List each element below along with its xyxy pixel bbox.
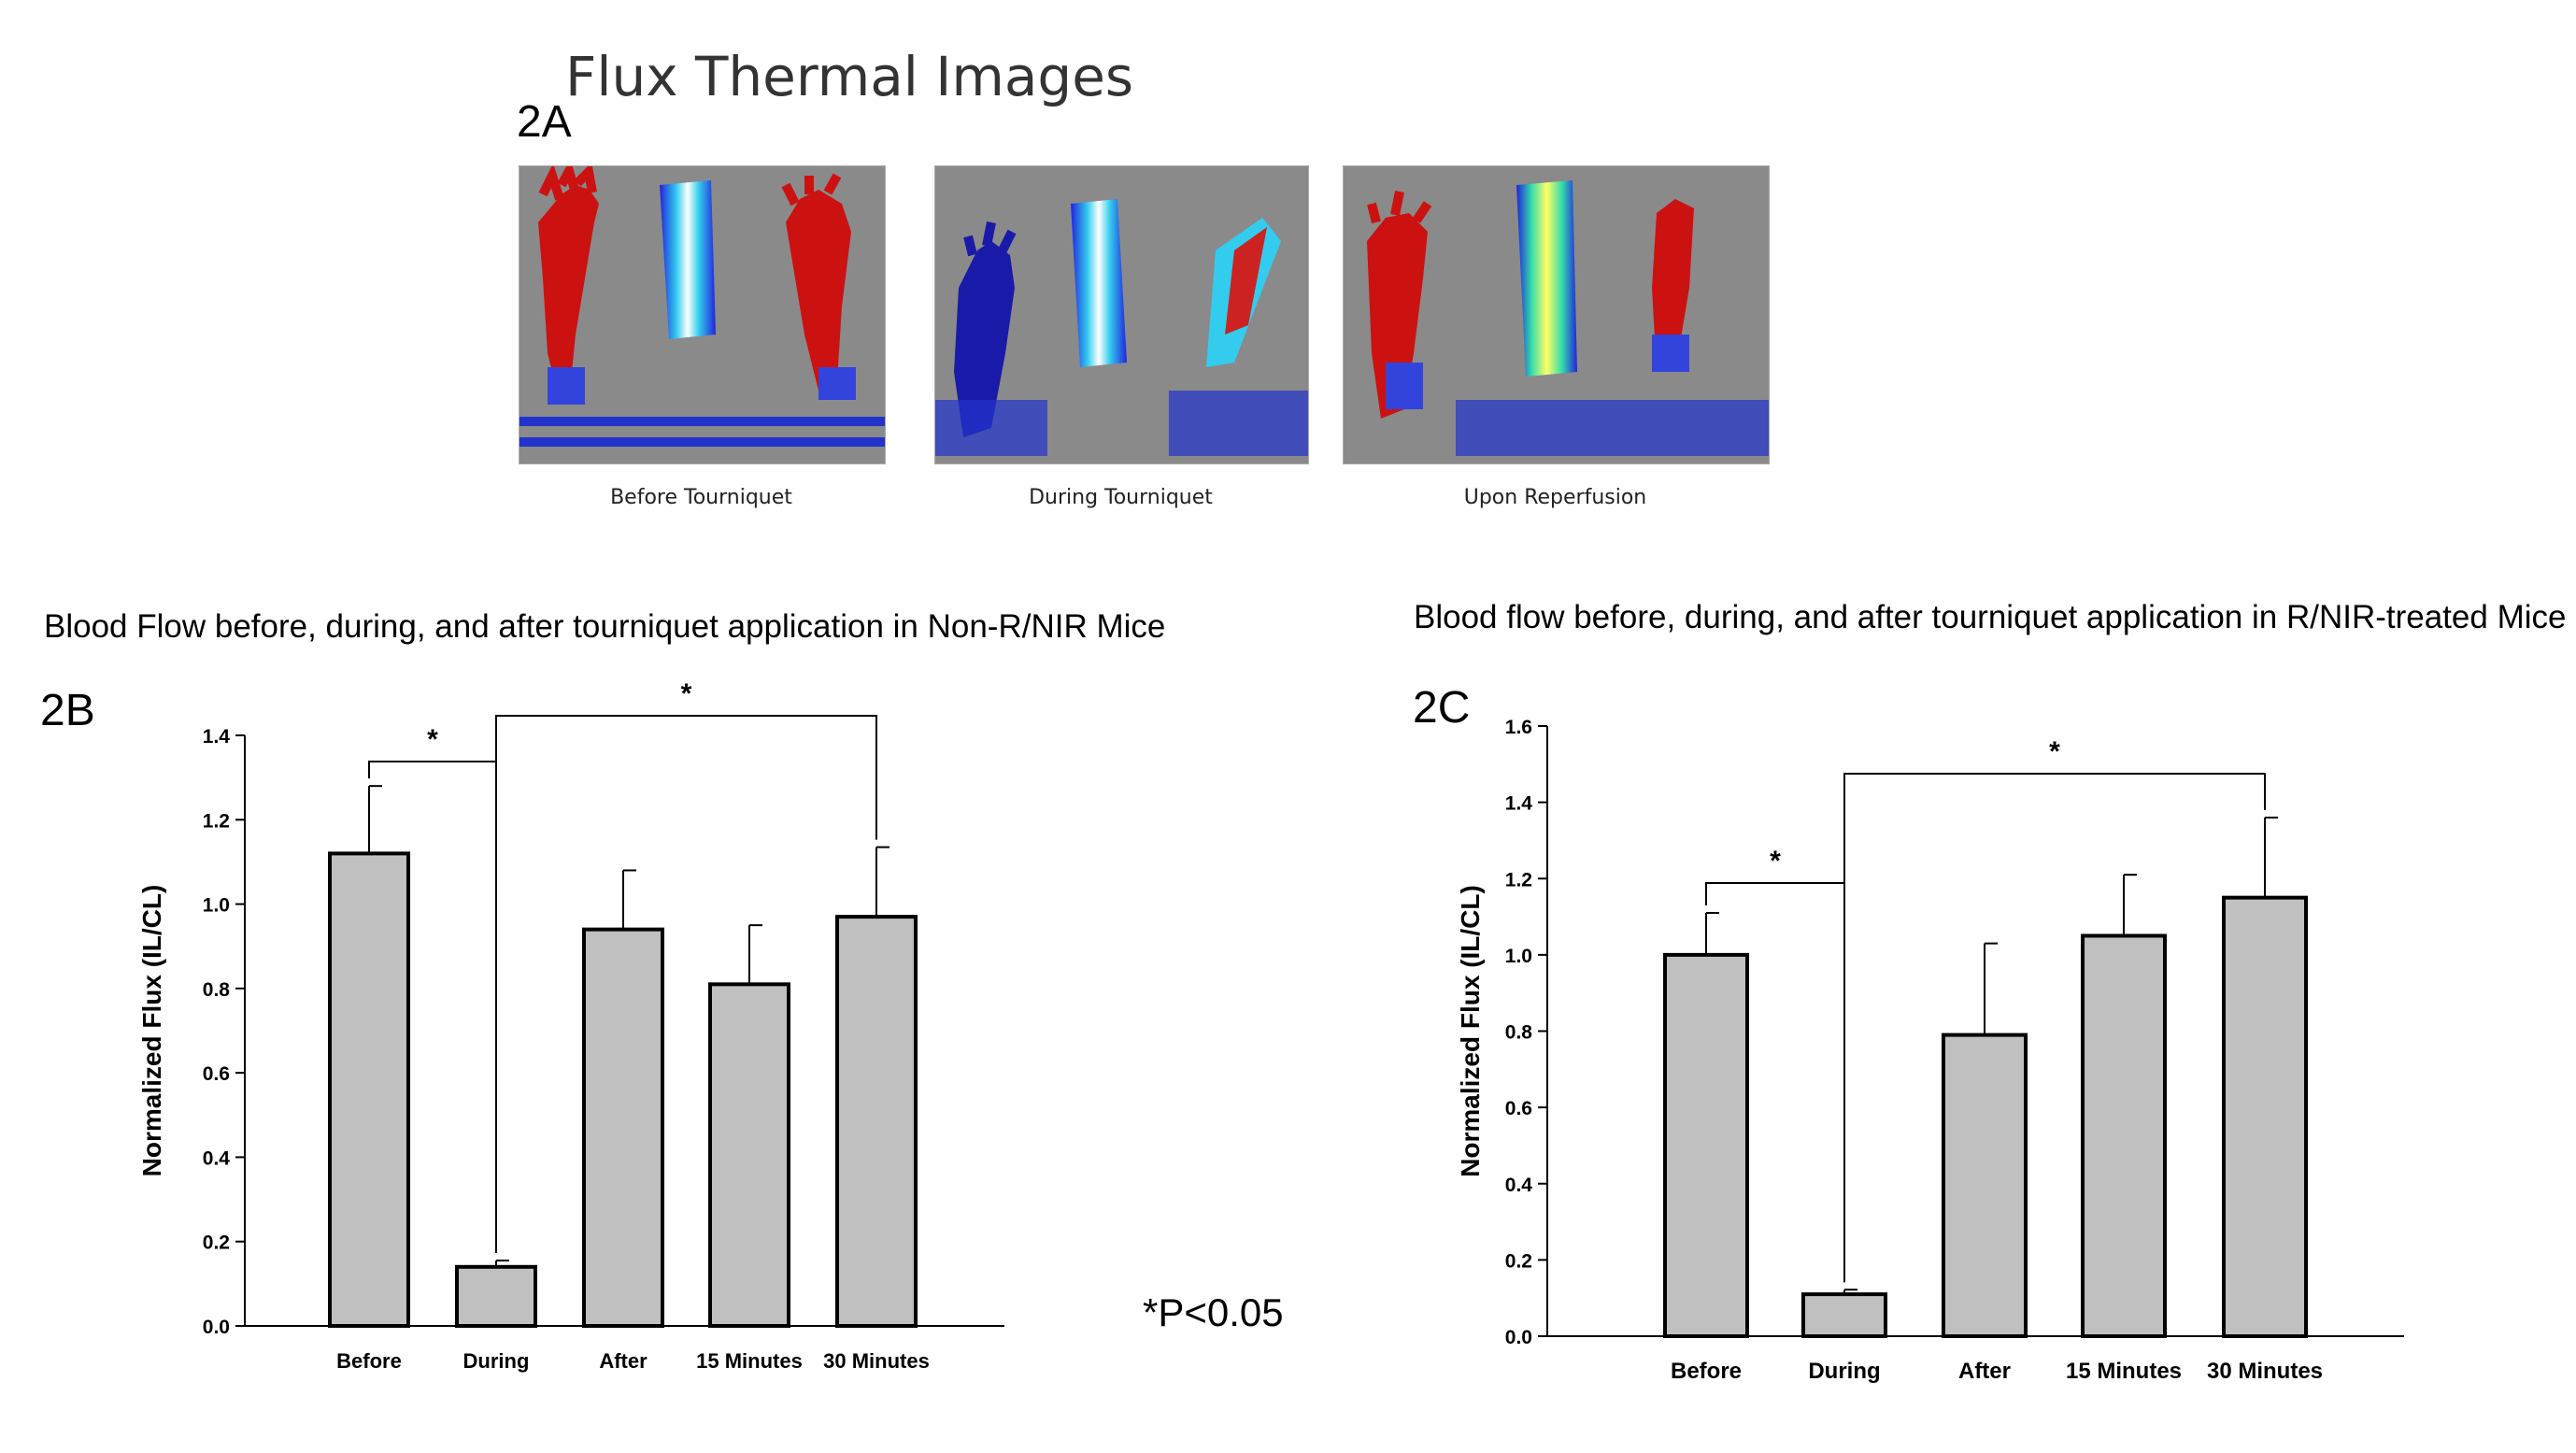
chart1-y-tick-label: 1.2	[1505, 869, 1532, 890]
chart1-bar	[1801, 1292, 1887, 1338]
chart0-y-tick-label: 0.4	[203, 1147, 231, 1169]
chart0-y-tick-label: 0.6	[203, 1063, 230, 1085]
chart0-bar	[455, 1264, 537, 1329]
chart1-y-axis-label: Normalized Flux (IL/CL)	[1456, 885, 1485, 1177]
chart0-bar	[835, 915, 918, 1328]
thermal-image-reperfusion	[1343, 165, 1770, 464]
chart1-y-tick-label: 0.4	[1505, 1175, 1533, 1196]
thermal-image-before	[519, 165, 886, 464]
significance-note: *P<0.05	[1143, 1290, 1284, 1334]
thermal-during-graphic	[935, 199, 1308, 456]
chart0-category-label: After	[599, 1349, 648, 1373]
chart0-category-label: Before	[336, 1349, 402, 1373]
chart1-significance-star: *	[1770, 846, 1781, 876]
chart1-y-tick-label: 1.0	[1505, 946, 1532, 967]
chart0-y-axis-label: Normalized Flux (IL/CL)	[137, 885, 166, 1177]
chart1-bar	[1663, 952, 1749, 1338]
chart1-significance-star: *	[2049, 736, 2060, 767]
chart-2b-title: Blood Flow before, during, and after tou…	[44, 608, 1166, 645]
chart0-bar	[708, 982, 790, 1329]
thermal-reperfusion-graphic	[1367, 180, 1769, 456]
caption-upon-reperfusion: Upon Reperfusion	[1463, 486, 1647, 509]
caption-during-tourniquet: During Tourniquet	[1029, 486, 1213, 509]
chart0-y-tick-label: 0.0	[203, 1317, 230, 1338]
panel-label-2b: 2B	[40, 686, 95, 735]
chart0-y-tick-label: 0.8	[203, 979, 231, 1001]
panel-label-2c: 2C	[1413, 683, 1471, 733]
chart0-significance-star: *	[681, 678, 692, 709]
chart1-category-label: After	[1958, 1359, 2011, 1384]
thermal-before-graphic	[519, 166, 885, 447]
figure-heading: Flux Thermal Images	[565, 45, 1134, 108]
chart1-significance-bracket	[1843, 773, 2266, 1283]
chart0-y-tick-label: 1.0	[203, 895, 230, 917]
chart0-significance-bracket	[495, 715, 877, 1254]
chart0-bar	[328, 851, 410, 1329]
chart1-category-label: 15 Minutes	[2066, 1359, 2182, 1384]
chart0-category-label: 30 Minutes	[823, 1349, 930, 1373]
chart1-category-label: During	[1808, 1359, 1880, 1384]
chart1-bar	[2081, 933, 2167, 1338]
chart1-category-label: 30 Minutes	[2207, 1359, 2323, 1384]
chart1-y-tick-label: 1.4	[1505, 793, 1533, 815]
chart1-category-label: Before	[1671, 1359, 1742, 1384]
chart1-bar	[1942, 1033, 2028, 1339]
chart0-y-tick-label: 0.2	[203, 1232, 230, 1254]
chart0-significance-star: *	[427, 724, 438, 755]
chart0-category-label: 15 Minutes	[696, 1349, 803, 1373]
chart0-y-tick-label: 1.2	[203, 810, 230, 832]
caption-before-tourniquet: Before Tourniquet	[610, 486, 792, 509]
chart0-category-label: During	[463, 1349, 530, 1373]
chart1-y-tick-label: 0.6	[1505, 1098, 1532, 1119]
chart1-y-tick-label: 1.6	[1505, 717, 1532, 738]
chart1-y-tick-label: 0.0	[1505, 1327, 1532, 1348]
chart0-bar	[582, 927, 664, 1329]
thermal-image-during	[934, 165, 1309, 464]
panel-label-2a: 2A	[517, 97, 572, 147]
chart1-bar	[2222, 895, 2308, 1338]
chart1-y-tick-label: 0.8	[1505, 1022, 1533, 1044]
chart0-y-tick-label: 1.4	[203, 726, 231, 748]
chart-2c-title: Blood flow before, during, and after tou…	[1414, 599, 2567, 635]
chart1-y-tick-label: 0.2	[1505, 1250, 1532, 1272]
